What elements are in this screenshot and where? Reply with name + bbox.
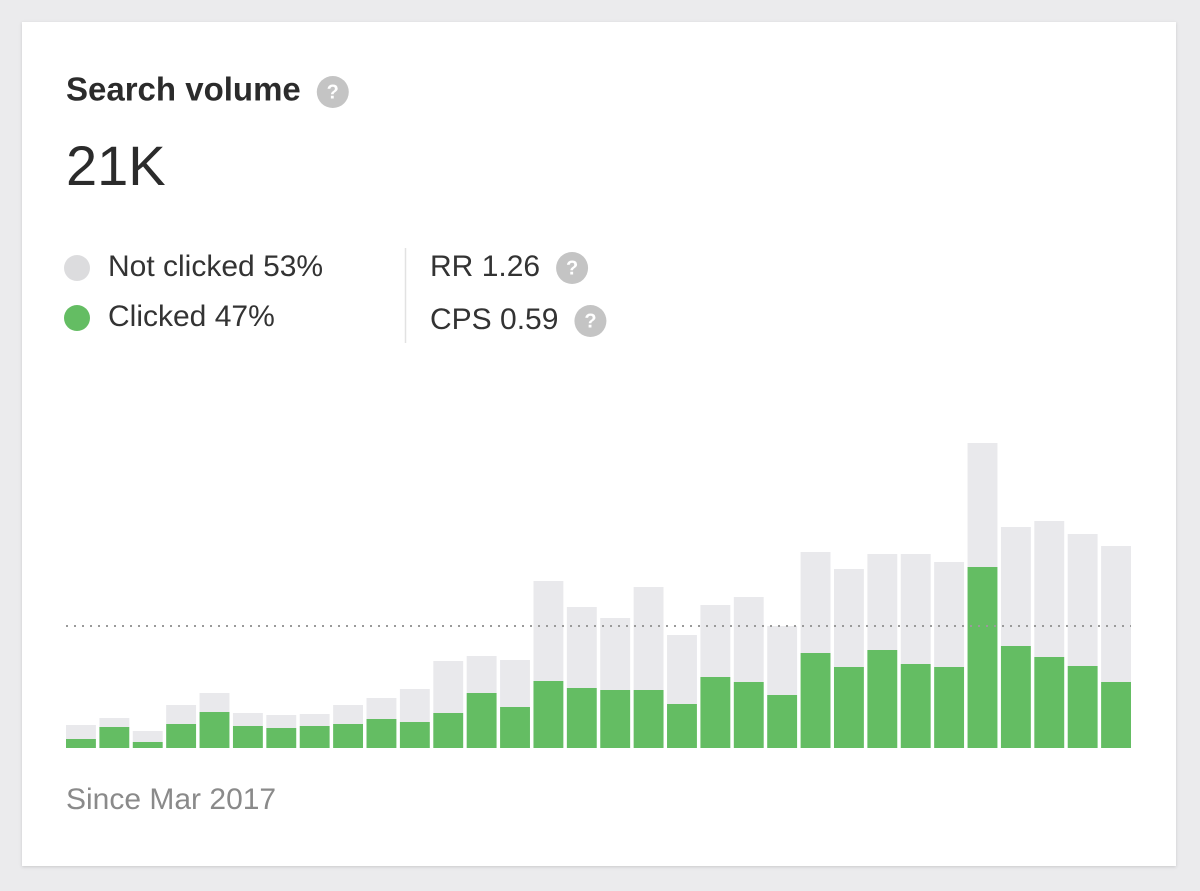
bar-segment	[66, 739, 96, 748]
legend-share: 47%	[215, 300, 275, 333]
bar-segment	[232, 726, 263, 748]
legend-name: Not clicked	[108, 250, 255, 283]
bar-segment	[433, 713, 464, 748]
bar-segment	[399, 722, 430, 748]
bar-segment	[266, 715, 297, 728]
bar-segment	[600, 690, 631, 748]
bar-segment	[967, 443, 998, 567]
bar-segment	[66, 725, 96, 739]
bar-segment	[1000, 646, 1031, 748]
bar-segment	[533, 681, 564, 748]
bar-segment	[1067, 534, 1098, 666]
bar-segment	[399, 689, 430, 722]
help-icon	[574, 305, 607, 337]
bar-segment	[500, 707, 530, 748]
bar-segment	[266, 728, 297, 748]
help-icon	[316, 76, 349, 108]
bar-segment	[700, 605, 731, 677]
bar-segment	[767, 626, 798, 695]
bar-segment	[1101, 682, 1131, 748]
bar-segment	[500, 660, 530, 707]
metric-value: 0.59	[500, 303, 558, 336]
help-icon	[556, 252, 589, 284]
metric-label: CPS	[430, 303, 492, 336]
bar-segment	[199, 712, 230, 748]
legend-label: Clicked 47%	[108, 300, 275, 333]
bar-segment	[566, 607, 597, 688]
bar-segment	[767, 695, 798, 748]
bar-segment	[733, 597, 764, 682]
legend-share: 53%	[263, 250, 323, 283]
bar-segment	[934, 562, 965, 667]
metric-value: 1.26	[482, 250, 540, 283]
bar-segment	[299, 714, 330, 726]
legend-name: Clicked	[108, 300, 206, 333]
bar-segment	[800, 552, 831, 653]
bar-segment	[232, 713, 263, 726]
bar-segment	[900, 554, 931, 664]
bar-segment	[867, 554, 898, 650]
bar-segment	[1067, 666, 1098, 748]
metric: CPS 0.59	[430, 303, 558, 336]
bar-segment	[633, 690, 664, 748]
bar-segment	[900, 664, 931, 748]
help-icon-glyph: ?	[584, 310, 596, 332]
bar-segment	[833, 569, 864, 667]
total-volume: 21K	[66, 134, 166, 197]
legend-label: Not clicked 53%	[108, 250, 323, 283]
bar-segment	[566, 688, 597, 748]
bar-segment	[366, 719, 397, 748]
bar-segment	[299, 726, 330, 748]
metric: RR 1.26	[430, 250, 540, 283]
bar-segment	[99, 727, 130, 748]
bar-segment	[166, 724, 197, 748]
bar-segment	[700, 677, 731, 748]
bar-segment	[1000, 527, 1031, 646]
bar-segment	[366, 698, 397, 719]
bar-segment	[867, 650, 898, 748]
bar-segment	[533, 581, 564, 681]
bar-segment	[667, 635, 697, 704]
bar-segment	[466, 656, 497, 693]
bar-segment	[733, 682, 764, 748]
bar-segment	[667, 704, 697, 748]
legend-dot	[64, 305, 90, 331]
bar-segment	[433, 661, 464, 713]
bar-segment	[800, 653, 831, 748]
bar-segment	[833, 667, 864, 748]
legend-dot	[64, 255, 90, 281]
bar-segment	[1034, 657, 1065, 748]
bar-segment	[466, 693, 497, 748]
help-icon-glyph: ?	[327, 81, 339, 103]
metric-label: RR	[430, 250, 473, 283]
bar-segment	[333, 705, 364, 724]
help-icon-glyph: ?	[566, 257, 578, 279]
bar-segment	[132, 742, 163, 748]
bar-segment	[600, 618, 631, 690]
bar-segment	[132, 731, 163, 742]
bar-segment	[199, 693, 230, 712]
bar-segment	[166, 705, 197, 724]
bar-segment	[633, 587, 664, 690]
bar-segment	[1034, 521, 1065, 657]
bar-segment	[333, 724, 364, 748]
bar-segment	[99, 718, 130, 727]
bar-segment	[967, 567, 998, 748]
bar-segment	[934, 667, 965, 748]
footnote: Since Mar 2017	[66, 783, 276, 816]
bar-segment	[1101, 546, 1131, 682]
card-title: Search volume	[66, 71, 301, 108]
